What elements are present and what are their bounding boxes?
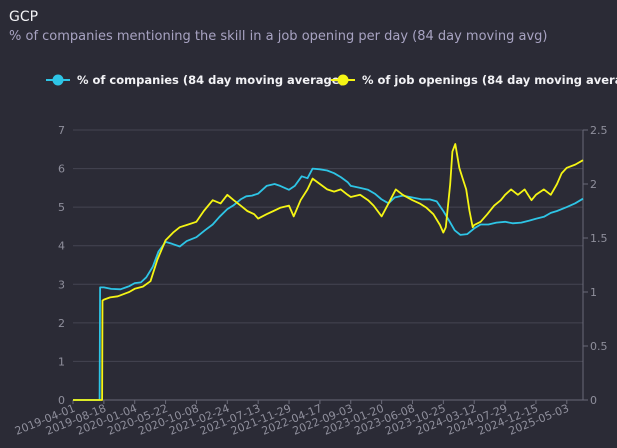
right-tick-label: 0 bbox=[590, 394, 597, 407]
left-tick-label: 4 bbox=[58, 240, 65, 253]
legend[interactable]: % of companies (84 day moving average) % … bbox=[46, 73, 617, 87]
right-axis: 0 0.5 1 1.5 2 2.5 bbox=[582, 124, 608, 407]
plot-lines bbox=[73, 143, 584, 401]
legend-label: % of job openings (84 day moving average… bbox=[362, 73, 617, 87]
left-tick-label: 0 bbox=[58, 394, 65, 407]
right-tick-label: 1 bbox=[590, 286, 597, 299]
right-tick-label: 1.5 bbox=[590, 232, 608, 245]
left-tick-label: 5 bbox=[58, 201, 65, 214]
series-job-openings-line bbox=[73, 143, 584, 401]
chart-subtitle: % of companies mentioning the skill in a… bbox=[9, 29, 548, 44]
left-tick-label: 1 bbox=[58, 355, 65, 368]
right-tick-label: 2 bbox=[590, 178, 597, 191]
right-tick-label: 2.5 bbox=[590, 124, 608, 137]
chart-title: GCP bbox=[9, 9, 39, 25]
legend-swatch-marker bbox=[337, 74, 349, 86]
x-axis: 2019-04-012019-08-182020-01-042020-05-22… bbox=[13, 400, 571, 438]
legend-item-job-openings[interactable]: % of job openings (84 day moving average… bbox=[331, 73, 617, 87]
left-tick-label: 3 bbox=[58, 278, 65, 291]
right-tick-label: 0.5 bbox=[590, 340, 608, 353]
legend-swatch-marker bbox=[52, 74, 64, 86]
legend-item-companies[interactable]: % of companies (84 day moving average) bbox=[46, 73, 345, 87]
legend-label: % of companies (84 day moving average) bbox=[77, 73, 345, 87]
left-tick-label: 2 bbox=[58, 317, 65, 330]
left-axis: 0 1 2 3 4 5 6 7 bbox=[58, 124, 65, 407]
left-tick-label: 6 bbox=[58, 163, 65, 176]
left-tick-label: 7 bbox=[58, 124, 65, 137]
grid bbox=[73, 129, 583, 401]
